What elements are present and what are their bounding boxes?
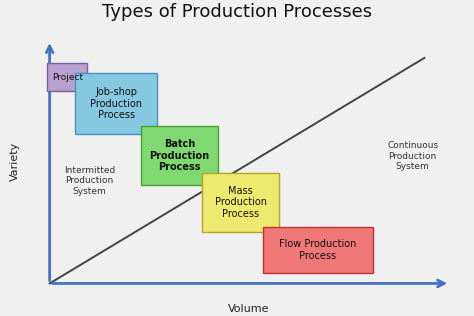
- Bar: [75, 73, 157, 135]
- Text: Intermitted
Production
System: Intermitted Production System: [64, 166, 115, 196]
- Title: Types of Production Processes: Types of Production Processes: [102, 3, 372, 21]
- Text: Flow Production
Process: Flow Production Process: [279, 239, 356, 261]
- Text: Job-shop
Production
Process: Job-shop Production Process: [91, 87, 142, 120]
- Bar: [141, 126, 218, 185]
- Text: Continuous
Production
System: Continuous Production System: [387, 142, 438, 171]
- Text: Volume: Volume: [228, 304, 269, 314]
- Text: Project: Project: [52, 73, 83, 82]
- Text: Variety: Variety: [9, 142, 19, 181]
- Bar: [263, 228, 373, 272]
- Bar: [47, 64, 87, 91]
- Text: Batch
Production
Process: Batch Production Process: [150, 139, 210, 172]
- Bar: [202, 173, 279, 232]
- Text: Mass
Production
Process: Mass Production Process: [215, 185, 266, 219]
